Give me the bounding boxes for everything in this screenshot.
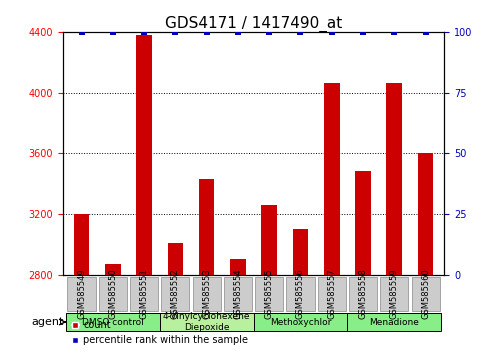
Bar xyxy=(318,277,346,311)
Bar xyxy=(168,243,183,275)
Bar xyxy=(193,277,221,311)
Bar xyxy=(199,179,214,275)
Text: GSM585556: GSM585556 xyxy=(296,269,305,319)
Bar xyxy=(136,35,152,275)
Text: Menadione: Menadione xyxy=(369,318,419,326)
Bar xyxy=(224,277,252,311)
Title: GDS4171 / 1417490_at: GDS4171 / 1417490_at xyxy=(165,16,342,32)
Bar xyxy=(99,277,127,311)
Bar xyxy=(68,277,96,311)
Bar xyxy=(74,214,89,275)
Text: GSM585559: GSM585559 xyxy=(390,269,399,319)
Text: Methoxychlor: Methoxychlor xyxy=(270,318,331,326)
Text: GSM585554: GSM585554 xyxy=(233,269,242,319)
Bar xyxy=(418,153,433,275)
Bar xyxy=(161,277,189,311)
Bar xyxy=(286,277,314,311)
Bar xyxy=(254,313,347,331)
Text: DMSO control: DMSO control xyxy=(82,318,144,326)
Bar xyxy=(380,277,409,311)
Bar xyxy=(324,84,340,275)
Bar xyxy=(386,84,402,275)
Bar xyxy=(105,264,121,275)
Text: GSM585550: GSM585550 xyxy=(108,269,117,319)
Bar xyxy=(255,277,284,311)
Bar xyxy=(230,259,246,275)
Text: GSM585557: GSM585557 xyxy=(327,269,336,319)
Text: 4-Vinylcyclohexene
Diepoxide: 4-Vinylcyclohexene Diepoxide xyxy=(163,312,250,332)
Bar xyxy=(293,229,308,275)
Text: GSM585552: GSM585552 xyxy=(171,269,180,319)
Text: GSM585555: GSM585555 xyxy=(265,269,274,319)
Text: agent: agent xyxy=(31,317,63,327)
Text: GSM585551: GSM585551 xyxy=(140,269,149,319)
Text: GSM585558: GSM585558 xyxy=(358,269,368,319)
Bar xyxy=(355,171,371,275)
Bar xyxy=(347,313,441,331)
Text: GSM585560: GSM585560 xyxy=(421,269,430,319)
Bar xyxy=(160,313,254,331)
Bar xyxy=(130,277,158,311)
Bar xyxy=(349,277,377,311)
Text: GSM585549: GSM585549 xyxy=(77,269,86,319)
Bar xyxy=(412,277,440,311)
Text: GSM585553: GSM585553 xyxy=(202,269,211,319)
Bar xyxy=(66,313,160,331)
Bar xyxy=(261,205,277,275)
Legend: count, percentile rank within the sample: count, percentile rank within the sample xyxy=(68,316,252,349)
